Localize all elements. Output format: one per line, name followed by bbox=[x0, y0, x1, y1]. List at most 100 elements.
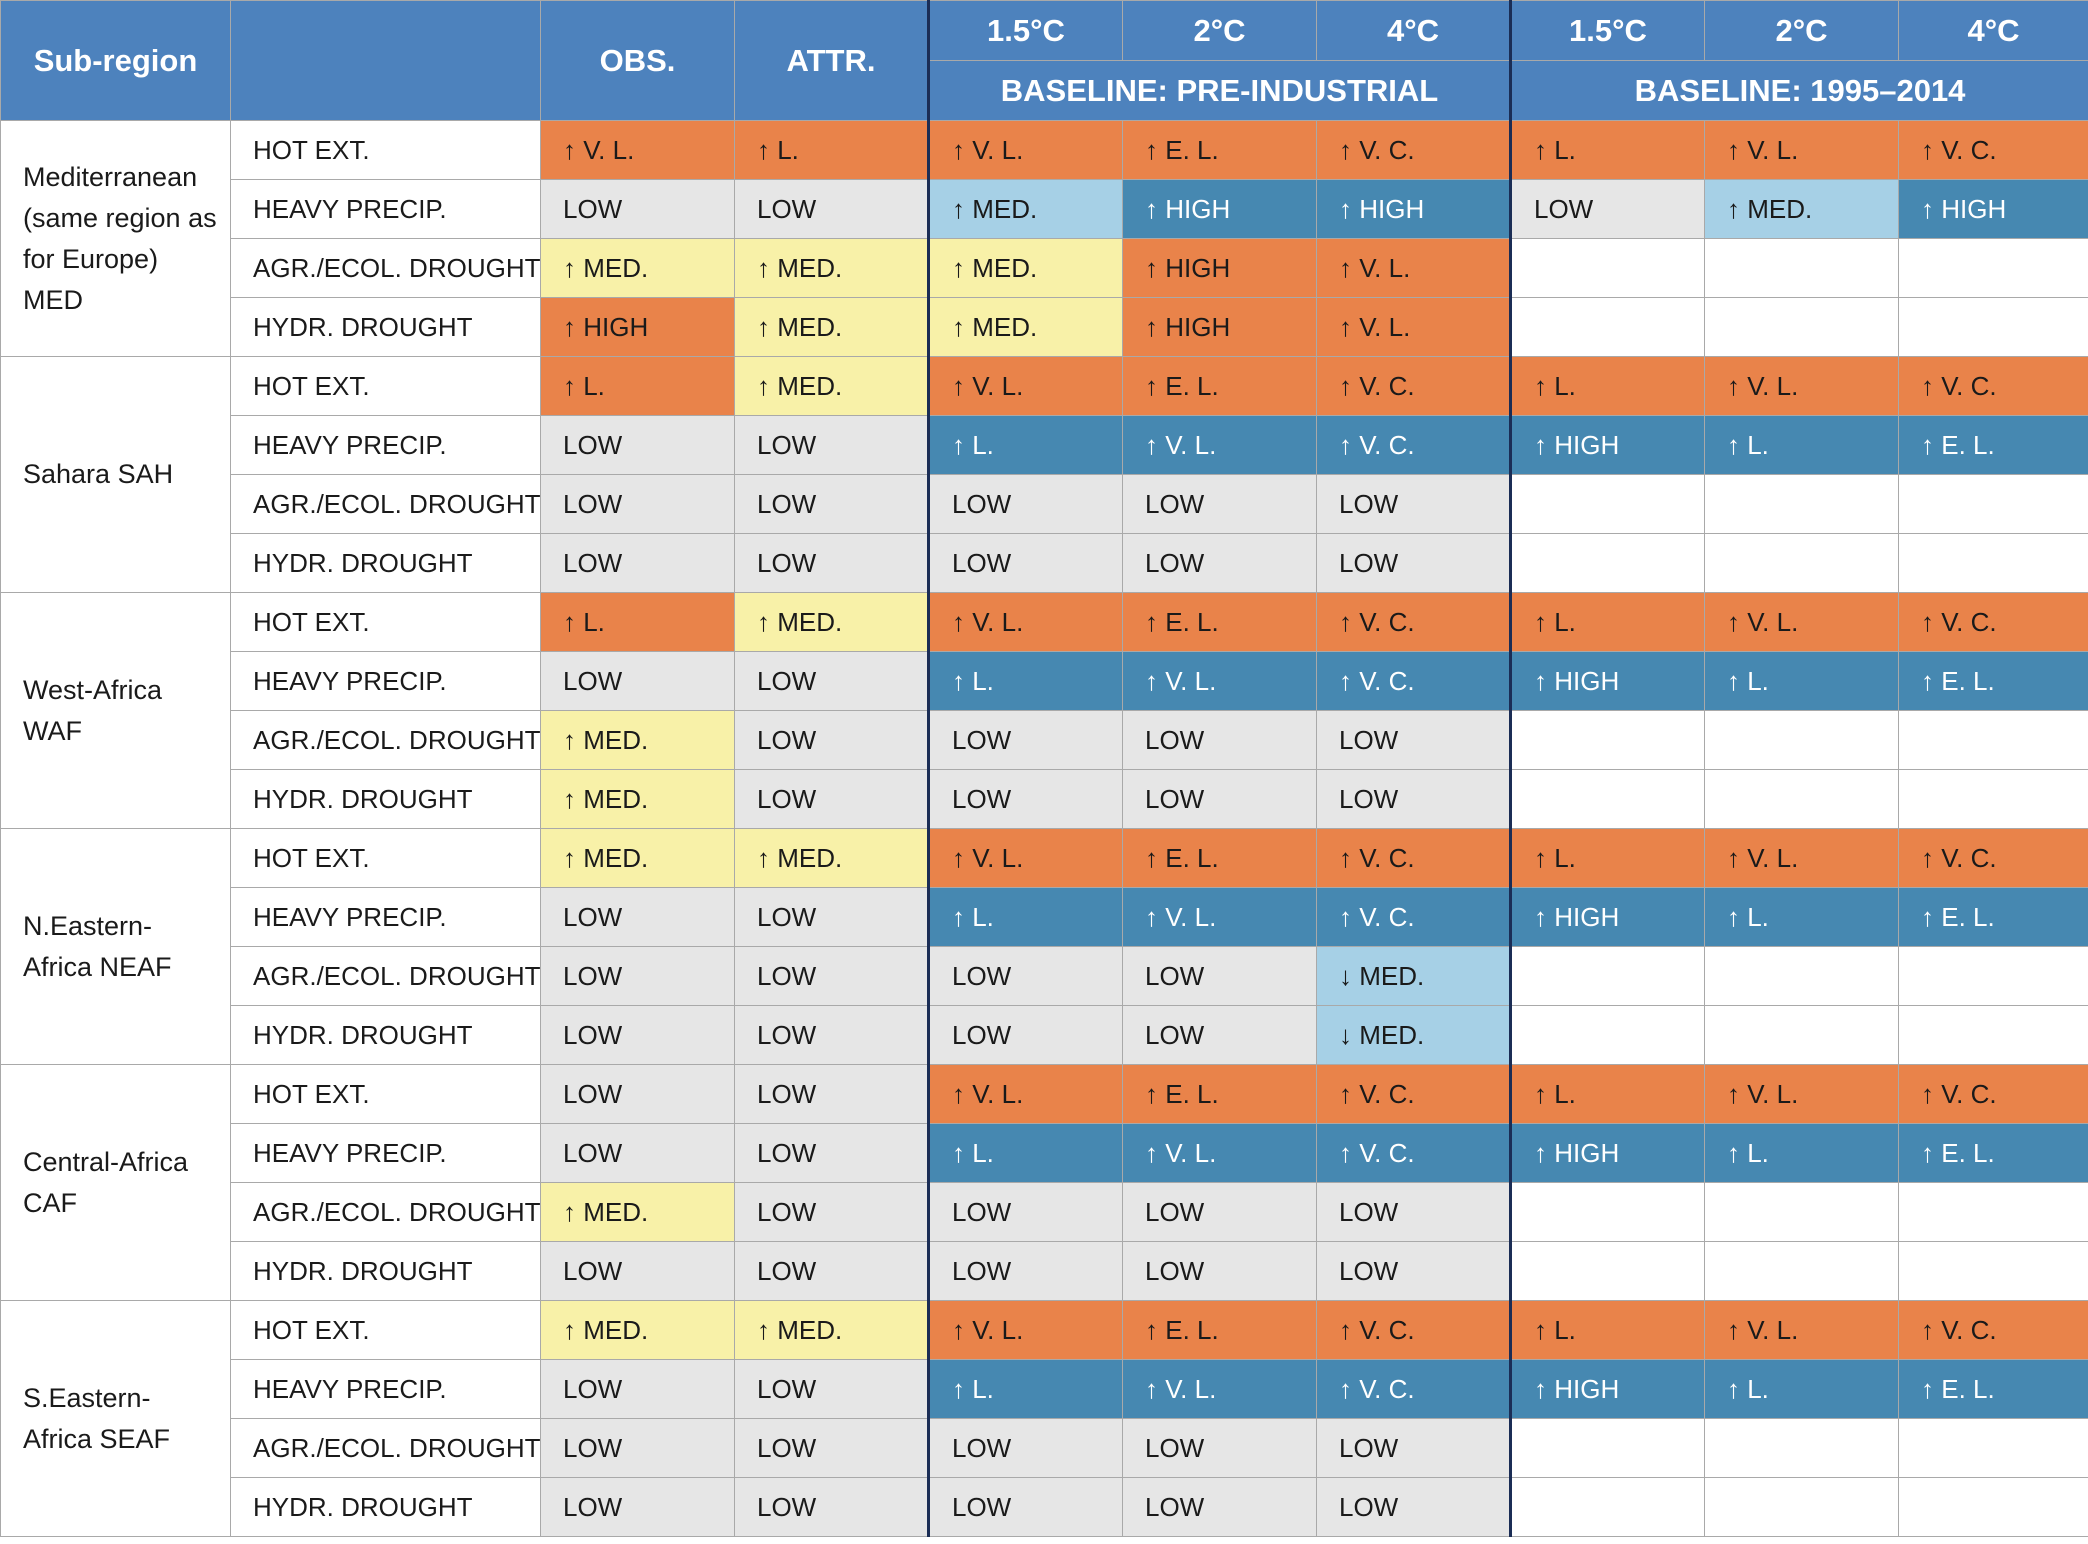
assessment-cell: LOW bbox=[1316, 474, 1511, 534]
hazard-variable: HOT EXT. bbox=[230, 592, 541, 652]
assessment-cell: ↑ L. bbox=[1704, 1123, 1899, 1183]
assessment-cell: ↑ V. L. bbox=[1316, 238, 1511, 298]
assessment-cell bbox=[1898, 710, 2088, 770]
assessment-cell: ↑ MED. bbox=[540, 769, 735, 829]
assessment-cell: ↑ V. C. bbox=[1316, 1123, 1511, 1183]
assessment-cell: ↑ V. C. bbox=[1898, 592, 2088, 652]
assessment-cell: LOW bbox=[540, 1241, 735, 1301]
assessment-cell bbox=[1704, 710, 1899, 770]
assessment-cell bbox=[1704, 297, 1899, 357]
assessment-cell: ↑ V. C. bbox=[1316, 120, 1511, 180]
assessment-cell: ↑ MED. bbox=[734, 592, 929, 652]
assessment-cell: LOW bbox=[540, 415, 735, 475]
assessment-cell: ↑ HIGH bbox=[1509, 1359, 1705, 1419]
subregion-name: N.Eastern-Africa NEAF bbox=[0, 828, 231, 1065]
assessment-cell: ↑ V. C. bbox=[1898, 1300, 2088, 1360]
assessment-cell: ↑ HIGH bbox=[1509, 887, 1705, 947]
assessment-cell: LOW bbox=[734, 887, 929, 947]
assessment-cell bbox=[1509, 1241, 1705, 1301]
assessment-cell bbox=[1898, 1005, 2088, 1065]
assessment-cell: LOW bbox=[1122, 474, 1317, 534]
assessment-cell: ↑ V. L. bbox=[927, 356, 1123, 416]
assessment-cell: LOW bbox=[734, 1123, 929, 1183]
assessment-cell: ↑ E. L. bbox=[1122, 1300, 1317, 1360]
assessment-cell: ↑ V. L. bbox=[1704, 828, 1899, 888]
subregion-name: S.Eastern-Africa SEAF bbox=[0, 1300, 231, 1537]
assessment-cell: LOW bbox=[1122, 1182, 1317, 1242]
assessment-cell: ↑ MED. bbox=[540, 1300, 735, 1360]
assessment-cell: ↑ L. bbox=[1509, 1300, 1705, 1360]
table-row: Mediterranean (same region as for Europe… bbox=[0, 120, 2088, 357]
subregion-name: Sahara SAH bbox=[0, 356, 231, 593]
assessment-cell: LOW bbox=[734, 769, 929, 829]
assessment-cell: LOW bbox=[734, 1005, 929, 1065]
table-row: S.Eastern-Africa SEAF HOT EXT. ↑ MED. ↑ MED… bbox=[0, 1300, 2088, 1537]
assessment-cell: ↑ V. C. bbox=[1898, 828, 2088, 888]
hazard-variable: HOT EXT. bbox=[230, 356, 541, 416]
assessment-cell: ↑ V. C. bbox=[1316, 651, 1511, 711]
table-row: HEAVY PRECIP. LOW LOW ↑ L. ↑ V. L. ↑ V. C. ↑ H… bbox=[1, 651, 2088, 711]
assessment-cell: LOW bbox=[734, 1064, 929, 1124]
assessment-cell bbox=[1704, 474, 1899, 534]
assessment-cell: LOW bbox=[540, 946, 735, 1006]
assessment-cell: LOW bbox=[1122, 769, 1317, 829]
assessment-cell: ↑ E. L. bbox=[1898, 651, 2088, 711]
table-row: HYDR. DROUGHT LOW LOW LOW LOW LOW bbox=[1, 1241, 2088, 1301]
assessment-cell: ↑ V. C. bbox=[1316, 415, 1511, 475]
assessment-cell bbox=[1898, 946, 2088, 1006]
assessment-cell: ↑ V. L. bbox=[927, 592, 1123, 652]
assessment-cell bbox=[1509, 769, 1705, 829]
assessment-cell: ↑ L. bbox=[1704, 1359, 1899, 1419]
assessment-cell: LOW bbox=[734, 533, 929, 593]
assessment-cell bbox=[1704, 1182, 1899, 1242]
assessment-cell bbox=[1509, 1477, 1705, 1537]
assessment-cell: ↑ V. C. bbox=[1898, 1064, 2088, 1124]
hazard-variable: HEAVY PRECIP. bbox=[230, 651, 541, 711]
subregion-name: Central-Africa CAF bbox=[0, 1064, 231, 1301]
hazard-variable: HOT EXT. bbox=[230, 1064, 541, 1124]
table-row: HEAVY PRECIP. LOW LOW ↑ L. ↑ V. L. ↑ V. C. ↑ H… bbox=[1, 415, 2088, 475]
assessment-cell: ↑ L. bbox=[927, 887, 1123, 947]
assessment-cell: LOW bbox=[1316, 533, 1511, 593]
assessment-cell bbox=[1509, 946, 1705, 1006]
assessment-cell: LOW bbox=[540, 1359, 735, 1419]
assessment-cell: ↓ MED. bbox=[1316, 946, 1511, 1006]
table-row: HEAVY PRECIP. LOW LOW ↑ MED. ↑ HIGH ↑ HIGH LOW… bbox=[1, 179, 2088, 239]
assessment-cell: LOW bbox=[1316, 1477, 1511, 1537]
assessment-cell: LOW bbox=[927, 1182, 1123, 1242]
assessment-cell: ↑ V. L. bbox=[540, 120, 735, 180]
assessment-cell: LOW bbox=[540, 651, 735, 711]
assessment-cell: LOW bbox=[1122, 1477, 1317, 1537]
warming-level-header: 1.5°C bbox=[927, 0, 1123, 61]
assessment-cell: ↑ V. C. bbox=[1316, 356, 1511, 416]
assessment-cell: ↑ L. bbox=[927, 1123, 1123, 1183]
assessment-cell: ↑ V. L. bbox=[1704, 1300, 1899, 1360]
assessment-cell: ↑ MED. bbox=[927, 179, 1123, 239]
assessment-cell: ↑ MED. bbox=[540, 828, 735, 888]
hazard-variable: HYDR. DROUGHT bbox=[230, 1477, 541, 1537]
hazard-variable: AGR./ECOL. DROUGHT bbox=[230, 238, 541, 298]
assessment-cell: LOW bbox=[734, 1241, 929, 1301]
assessment-cell: ↑ V. L. bbox=[1122, 1123, 1317, 1183]
assessment-cell: LOW bbox=[927, 946, 1123, 1006]
attr-header: ATTR. bbox=[734, 0, 929, 121]
assessment-cell: ↑ L. bbox=[1704, 887, 1899, 947]
assessment-cell bbox=[1509, 710, 1705, 770]
warming-level-header: 2°C bbox=[1122, 0, 1317, 61]
assessment-cell: ↑ V. C. bbox=[1316, 887, 1511, 947]
assessment-cell bbox=[1509, 1005, 1705, 1065]
assessment-cell: LOW bbox=[540, 1123, 735, 1183]
table-header: Sub-region OBS. ATTR. 1.5°C 2°C 4°C 1.5°… bbox=[0, 0, 2088, 121]
hazard-variable: HOT EXT. bbox=[230, 120, 541, 180]
assessment-cell: ↑ L. bbox=[1704, 651, 1899, 711]
assessment-cell: LOW bbox=[734, 1359, 929, 1419]
assessment-cell: ↑ MED. bbox=[734, 356, 929, 416]
assessment-cell: ↑ V. C. bbox=[1898, 120, 2088, 180]
assessment-cell: ↑ MED. bbox=[734, 238, 929, 298]
assessment-cell: ↓ MED. bbox=[1316, 1005, 1511, 1065]
table-row: AGR./ECOL. DROUGHT LOW LOW LOW LOW LOW bbox=[1, 1418, 2088, 1478]
hazard-variable: HOT EXT. bbox=[230, 1300, 541, 1360]
assessment-cell: LOW bbox=[927, 1418, 1123, 1478]
warming-level-header: 2°C bbox=[1704, 0, 1899, 61]
hazard-variable: HOT EXT. bbox=[230, 828, 541, 888]
